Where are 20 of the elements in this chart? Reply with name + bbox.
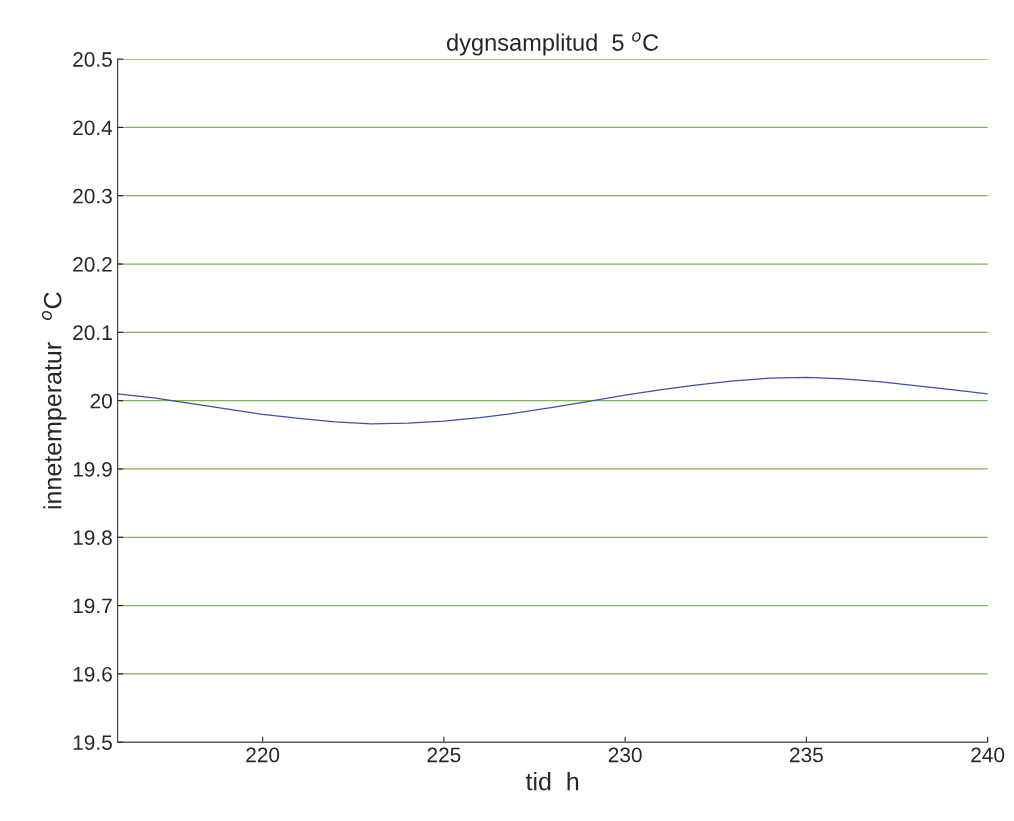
y-tick-label: 19.6 xyxy=(73,666,112,682)
x-axis-title: tid h xyxy=(525,772,579,791)
y-tick-label: 19.9 xyxy=(73,461,112,477)
y-tick-label: 20.4 xyxy=(73,120,113,136)
chart-title: dygnsamplitud 5 $^{o}$C xyxy=(447,32,659,56)
x-tick-label: 225 xyxy=(427,747,461,763)
x-tick-label: 235 xyxy=(790,747,823,763)
y-tick-label: 19.7 xyxy=(73,598,112,614)
y-axis-title: innetemperatur $^{o}$C xyxy=(41,292,67,509)
y-tick-label: 20 xyxy=(90,393,112,409)
line-series xyxy=(117,376,988,425)
y-tick-label: 19.8 xyxy=(73,530,112,546)
y-tick-label: 20.2 xyxy=(73,257,112,272)
y-tick-label: 20.3 xyxy=(73,188,112,204)
x-tick-label: 220 xyxy=(246,747,280,763)
x-tick-label: 230 xyxy=(608,747,642,763)
y-tick-label: 20.5 xyxy=(73,52,112,67)
y-tick-label: 19.5 xyxy=(73,735,112,750)
y-tick-label: 20.1 xyxy=(73,325,112,341)
x-tick-label: 240 xyxy=(971,747,1005,763)
